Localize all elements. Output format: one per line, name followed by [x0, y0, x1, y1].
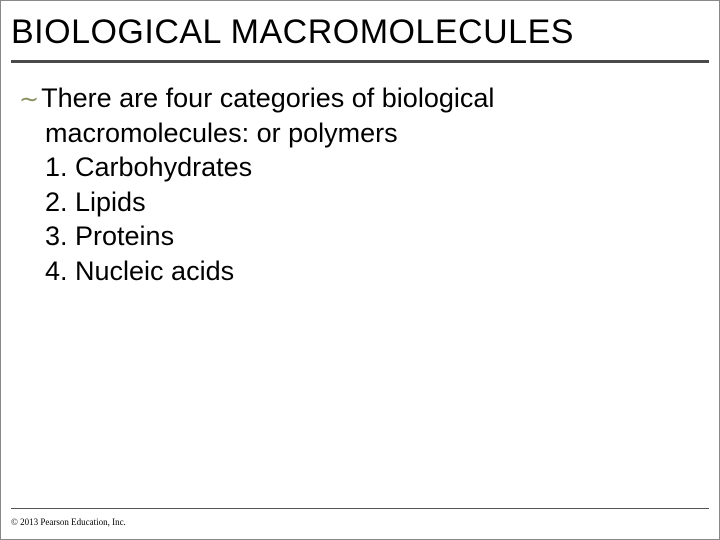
footer-rule: [11, 508, 709, 509]
indented-lines: macromolecules: or polymers 1. Carbohydr…: [45, 116, 709, 289]
lead-line: ∼There are four categories of biological: [19, 81, 709, 116]
slide-title: BIOLOGICAL MACROMOLECULES: [11, 13, 709, 52]
body-line: macromolecules: or polymers: [45, 116, 709, 151]
body-line: 1. Carbohydrates: [45, 150, 709, 185]
body-line: 2. Lipids: [45, 185, 709, 220]
slide-body: ∼There are four categories of biological…: [11, 81, 709, 288]
body-line: 4. Nucleic acids: [45, 254, 709, 289]
title-underline: [11, 60, 709, 63]
copyright-text: © 2013 Pearson Education, Inc.: [11, 517, 126, 527]
body-line: 3. Proteins: [45, 219, 709, 254]
bullet-icon: ∼: [19, 85, 39, 116]
slide-container: BIOLOGICAL MACROMOLECULES ∼There are fou…: [1, 1, 719, 539]
lead-text: There are four categories of biological: [41, 83, 494, 113]
